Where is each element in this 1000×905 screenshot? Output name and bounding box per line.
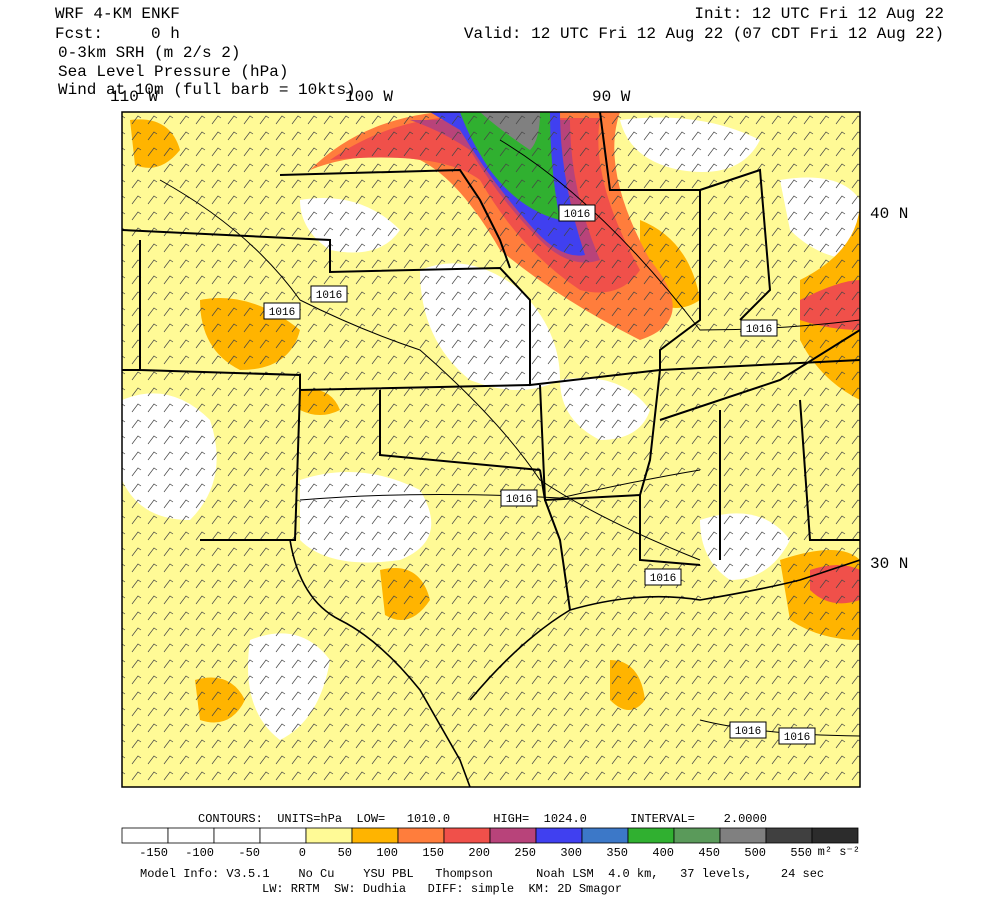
model-title: WRF 4-KM ENKF: [55, 5, 180, 23]
colorbar-box: [167, 827, 215, 844]
colorbar-label: 450: [698, 846, 720, 860]
colorbar-box: [351, 827, 399, 844]
colorbar-box: [121, 827, 169, 844]
map-field: [122, 112, 860, 787]
contour-label-text: 1016: [650, 573, 676, 585]
coastline: [289, 539, 860, 787]
state-boundaries: [122, 112, 860, 611]
colorbar-box: [443, 827, 491, 844]
contour-label-text: 1016: [316, 290, 342, 302]
colorbar-label: 0: [299, 846, 306, 860]
latitude-label: 30 N: [870, 555, 908, 573]
map-frame: [121, 111, 861, 788]
colorbar-box: [627, 827, 675, 844]
contour-labels: 1016 1016 1016 1016 1016 1016 1016 1016: [263, 204, 816, 745]
colorbar-box: [581, 827, 629, 844]
colorbar-label: 200: [468, 846, 490, 860]
colorbar-label: 300: [560, 846, 582, 860]
colorbar-label: 50: [338, 846, 352, 860]
wind-barbs: [122, 112, 860, 787]
colorbar: -150 -100 -50 0 50 100 150 200 250 300 350 400 450 50…: [121, 827, 860, 860]
colorbar-label: -50: [238, 846, 260, 860]
field-label: Wind at 10m (full barb = 10kts): [58, 81, 356, 99]
longitude-label: 100 W: [345, 88, 393, 106]
colorbar-units: m² s⁻²: [818, 845, 860, 859]
colorbar-box: [305, 827, 353, 844]
contour-label: 1016: [558, 204, 596, 222]
longitude-label: 110 W: [110, 88, 158, 106]
contour-label: 1016: [644, 568, 682, 586]
colorbar-label: -150: [139, 846, 168, 860]
contour-label-text: 1016: [735, 726, 761, 738]
colorbar-label: 500: [744, 846, 766, 860]
colorbar-label: 350: [606, 846, 628, 860]
colorbar-box: [673, 827, 721, 844]
contour-label: 1016: [310, 285, 348, 303]
model-info: Model Info: V3.5.1 No Cu YSU PBL Thompso…: [140, 867, 824, 881]
contour-label: 1016: [263, 302, 301, 320]
colorbar-box: [489, 827, 537, 844]
field-label: 0-3km SRH (m 2/s 2): [58, 44, 240, 62]
colorbar-box: [719, 827, 767, 844]
colorbar-box: [811, 827, 859, 844]
contour-label-text: 1016: [269, 307, 295, 319]
contour-label-text: 1016: [564, 209, 590, 221]
colorbar-label: 150: [422, 846, 444, 860]
valid-time: Valid: 12 UTC Fri 12 Aug 22 (07 CDT Fri …: [464, 25, 944, 43]
colorbar-box: [397, 827, 445, 844]
colorbar-box: [535, 827, 583, 844]
contour-label: 1016: [778, 727, 816, 745]
contour-label: 1016: [500, 489, 538, 507]
colorbar-box: [765, 827, 813, 844]
latitude-label: 40 N: [870, 205, 908, 223]
longitude-label: 90 W: [592, 88, 631, 106]
contour-label: 1016: [729, 721, 767, 739]
colorbar-label: -100: [185, 846, 214, 860]
colorbar-label: 400: [652, 846, 674, 860]
colorbar-label: 250: [514, 846, 536, 860]
pressure-contours: [159, 139, 860, 737]
contour-label-text: 1016: [506, 494, 532, 506]
colorbar-box: [213, 827, 261, 844]
contour-label-text: 1016: [746, 324, 772, 336]
colorbar-label: 100: [376, 846, 398, 860]
colorbar-label: 550: [790, 846, 812, 860]
contour-info: CONTOURS: UNITS=hPa LOW= 1010.0 HIGH= 10…: [198, 812, 767, 826]
colorbar-box: [259, 827, 307, 844]
field-label: Sea Level Pressure (hPa): [58, 63, 288, 81]
contour-label-text: 1016: [784, 732, 810, 744]
forecast-hour: Fcst: 0 h: [55, 25, 180, 43]
init-time: Init: 12 UTC Fri 12 Aug 22: [694, 5, 944, 23]
contour-label: 1016: [740, 319, 778, 337]
model-info: LW: RRTM SW: Dudhia DIFF: simple KM: 2D …: [262, 882, 622, 896]
